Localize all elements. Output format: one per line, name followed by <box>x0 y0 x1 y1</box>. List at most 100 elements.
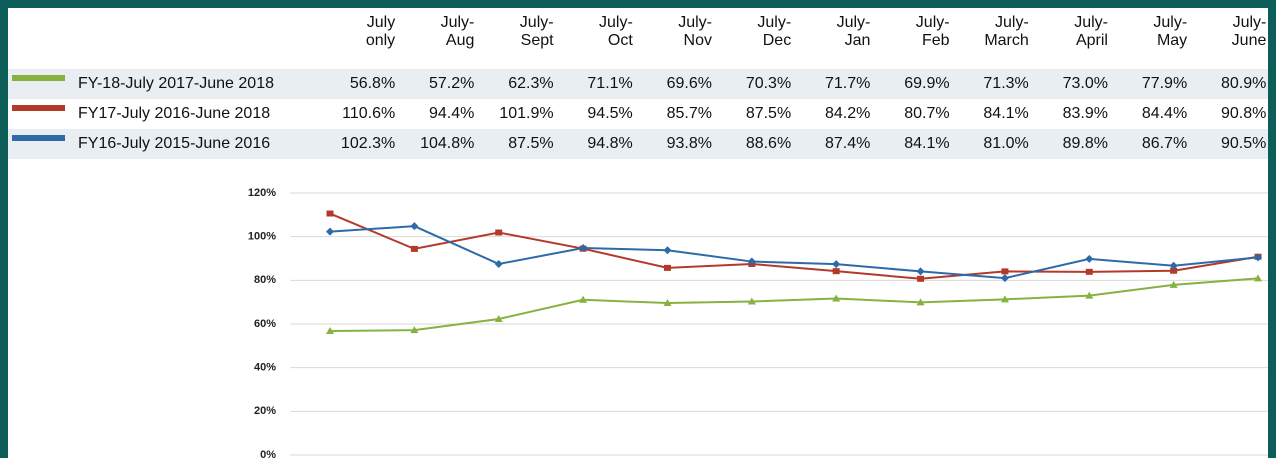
marker <box>832 268 840 275</box>
marker <box>832 260 841 269</box>
value-cell: 77.9% <box>1141 75 1188 92</box>
marker <box>747 297 756 305</box>
marker <box>663 264 671 271</box>
marker <box>410 326 419 334</box>
column-header: July- Feb <box>915 14 950 49</box>
column-header: July- Jan <box>836 14 871 49</box>
value-cell: 94.8% <box>587 135 633 152</box>
value-cell: 84.4% <box>1141 105 1188 122</box>
column-header: July- May <box>1153 14 1188 49</box>
column-header: July- March <box>984 14 1029 49</box>
legend-swatch <box>12 75 65 81</box>
marker <box>1254 253 1262 262</box>
value-cell: 62.3% <box>508 75 554 92</box>
column-header: July- Nov <box>678 14 712 49</box>
column-header: July- June <box>1231 14 1267 49</box>
y-tick-label: 100% <box>248 231 276 243</box>
marker <box>1000 274 1009 283</box>
marker <box>1170 267 1178 274</box>
marker <box>495 229 503 236</box>
column-header: July- Oct <box>599 14 633 49</box>
column-header: July- Aug <box>440 14 475 49</box>
series-line <box>329 277 1259 332</box>
y-tick-label: 0% <box>260 449 276 458</box>
value-cell: 90.5% <box>1221 135 1267 152</box>
marker <box>663 299 672 307</box>
value-cell: 80.7% <box>904 105 950 122</box>
marker <box>494 314 503 322</box>
series-line <box>329 225 1259 280</box>
value-cell: 71.3% <box>983 75 1029 92</box>
value-cell: 71.7% <box>825 75 871 92</box>
value-cell: 94.5% <box>587 105 633 122</box>
marker <box>917 275 925 282</box>
y-tick-label: 40% <box>254 362 276 374</box>
marker <box>1085 291 1094 299</box>
marker <box>1169 280 1178 288</box>
value-cell: 101.9% <box>499 105 554 122</box>
value-cell: 104.8% <box>420 135 475 152</box>
marker <box>579 244 588 253</box>
value-cell: 84.1% <box>983 105 1029 122</box>
value-cell: 80.9% <box>1221 75 1267 92</box>
marker <box>494 259 503 268</box>
marker <box>1085 268 1093 275</box>
value-cell: 89.8% <box>1062 135 1108 152</box>
marker <box>579 295 588 303</box>
row-background <box>8 129 1268 159</box>
marker <box>663 246 672 255</box>
value-cell: 84.2% <box>825 105 871 122</box>
value-cell: 83.9% <box>1062 105 1108 122</box>
series-name: FY-18-July 2017-June 2018 <box>78 75 274 92</box>
value-cell: 73.0% <box>1062 75 1108 92</box>
column-header: July only <box>365 14 396 49</box>
value-cell: 110.6% <box>342 105 396 122</box>
value-cell: 87.5% <box>745 105 792 122</box>
value-cell: 102.3% <box>340 135 396 152</box>
value-cell: 85.7% <box>666 105 712 122</box>
value-cell: 84.1% <box>904 135 950 152</box>
marker <box>410 245 418 252</box>
value-cell: 88.6% <box>745 135 792 152</box>
value-cell: 81.0% <box>983 135 1029 152</box>
column-header: July- Sept <box>519 14 554 49</box>
marker <box>326 227 334 236</box>
marker <box>410 222 419 231</box>
y-tick-label: 60% <box>254 318 276 330</box>
y-tick-label: 20% <box>254 405 276 417</box>
marker <box>1000 295 1009 303</box>
y-tick-label: 80% <box>254 274 276 286</box>
value-cell: 57.2% <box>429 75 475 92</box>
value-cell: 93.8% <box>666 135 712 152</box>
series-name: FY17-July 2016-June 2018 <box>78 105 271 122</box>
marker <box>747 257 756 266</box>
legend-swatch <box>12 135 65 141</box>
marker <box>1254 274 1262 282</box>
row-background <box>8 69 1268 99</box>
value-cell: 69.9% <box>904 75 950 92</box>
value-cell: 56.8% <box>349 75 396 92</box>
marker <box>916 298 925 306</box>
marker <box>1001 268 1009 275</box>
value-cell: 70.3% <box>745 75 792 92</box>
value-cell: 86.7% <box>1141 135 1188 152</box>
marker <box>916 267 925 276</box>
marker <box>326 210 334 217</box>
marker <box>326 326 334 334</box>
series-line <box>329 212 1259 280</box>
row-background <box>8 99 1268 129</box>
value-cell: 71.1% <box>587 75 633 92</box>
series-name: FY16-July 2015-June 2016 <box>78 135 271 152</box>
marker <box>1085 254 1094 263</box>
value-cell: 90.8% <box>1221 105 1267 122</box>
marker <box>832 294 841 302</box>
column-header: July- April <box>1074 14 1108 49</box>
y-tick-label: 120% <box>248 187 276 199</box>
legend-swatch <box>12 105 65 111</box>
value-cell: 94.4% <box>429 105 475 122</box>
column-header: July- Dec <box>757 14 792 49</box>
value-cell: 87.4% <box>825 135 871 152</box>
value-cell: 69.6% <box>666 75 712 92</box>
